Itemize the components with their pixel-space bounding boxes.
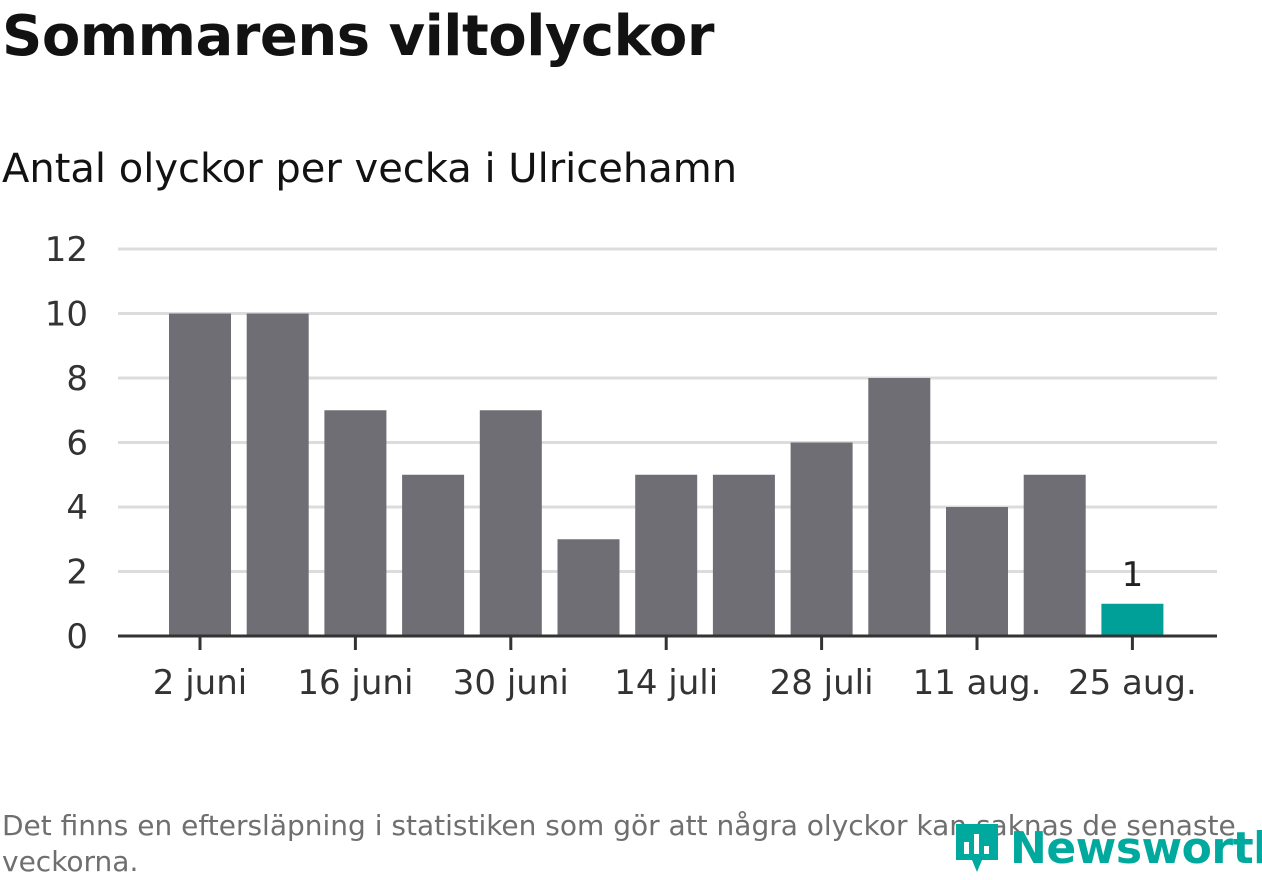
bar-highlight [1101, 603, 1164, 636]
y-tick-label: 4 [66, 488, 88, 528]
bar [479, 410, 542, 636]
bars [169, 313, 1164, 636]
y-tick-label: 6 [66, 424, 88, 464]
bar-value-label: 1 [1122, 555, 1144, 595]
bar [946, 507, 1008, 636]
x-tick-label: 28 juli [770, 663, 874, 703]
labels: 0 2 4 6 8 10 12 1 2 juni 16 juni 30 juni 14 juli 28 … [45, 230, 1197, 703]
y-tick-label: 10 [45, 295, 88, 335]
y-tick-label: 8 [66, 359, 88, 399]
bar [790, 442, 853, 636]
x-tick-label: 2 juni [153, 663, 247, 703]
x-tick-label: 16 juni [297, 663, 413, 703]
bar [635, 474, 698, 636]
axes [118, 634, 1217, 650]
bar [169, 313, 231, 636]
bar [1023, 474, 1086, 636]
newsworthy-logo: Newsworthy [952, 820, 1262, 876]
y-tick-label: 2 [66, 553, 88, 593]
bar [402, 474, 465, 636]
bar [712, 474, 775, 636]
bar [324, 410, 387, 636]
bar-chart-pin-icon [956, 824, 998, 872]
footnote: Det finns en eftersläpning i statistiken… [2, 809, 1236, 878]
bar [557, 539, 620, 636]
x-tick-label: 14 juli [614, 663, 718, 703]
chart-title: Sommarens viltolyckor [2, 4, 714, 69]
y-tick-label: 12 [45, 230, 88, 270]
bar [868, 378, 931, 636]
chart-subtitle: Antal olyckor per vecka i Ulricehamn [2, 146, 738, 192]
x-tick-label: 25 aug. [1068, 663, 1197, 703]
x-tick-label: 30 juni [453, 663, 569, 703]
brand-name: Newsworthy [1010, 822, 1262, 874]
y-tick-label: 0 [66, 617, 88, 657]
x-tick-label: 11 aug. [913, 663, 1042, 703]
bar [246, 313, 309, 636]
